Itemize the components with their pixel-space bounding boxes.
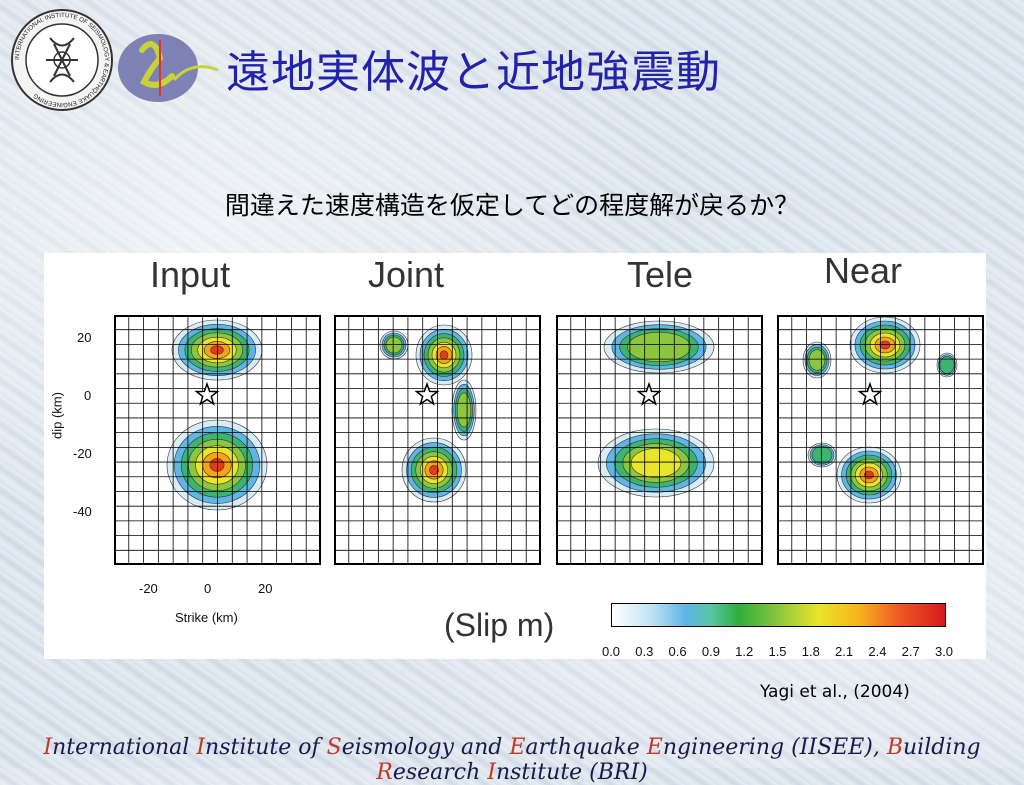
footer-part: nstitute (BRI) <box>495 760 648 785</box>
hypocenter-star-icon <box>414 381 440 406</box>
colorbar-tick: 0.6 <box>668 644 687 659</box>
colorbar-tick: 0.9 <box>701 644 720 659</box>
panel-title-near: Near <box>824 250 903 291</box>
footer-part: esearch <box>392 760 488 785</box>
x-tick-neg20: -20 <box>139 581 158 596</box>
bri-mark-logo <box>118 34 219 102</box>
iisee-seal-logo: INTERNATIONAL INSTITUTE OF SEISMOLOGY & … <box>11 9 113 111</box>
slip-distribution-figure: Input Joint Tele Near dip (km) 20 0 -20 … <box>44 253 986 659</box>
y-tick-neg40: -40 <box>73 504 92 519</box>
y-axis-label: dip (km) <box>49 392 65 439</box>
slip-panel-near <box>777 315 984 565</box>
y-tick-0: 0 <box>84 388 92 403</box>
footer-part: nstitute of <box>205 735 327 760</box>
slip-panel-input <box>114 315 321 565</box>
colorbar-tick: 3.0 <box>934 644 954 659</box>
x-tick-0: 0 <box>204 581 212 596</box>
slip-panel-tele <box>556 315 763 565</box>
footer-part: I <box>196 735 206 760</box>
slide-subtitle: 間違えた速度構造を仮定してどの程度解が戻るか？ <box>224 191 800 220</box>
hypocenter-star-icon <box>636 381 662 406</box>
slip-panel-joint <box>334 315 541 565</box>
colorbar-label: (Slip m) <box>444 607 555 643</box>
colorbar-tick: 2.7 <box>901 644 920 659</box>
footer-part: E <box>646 735 663 760</box>
slip-colorbar <box>611 603 946 627</box>
footer-part: I <box>43 735 53 760</box>
footer-part: R <box>376 760 393 785</box>
hypocenter-star-icon <box>857 381 883 406</box>
colorbar-tick: 1.2 <box>735 644 754 659</box>
footer-part: E <box>509 735 526 760</box>
x-tick-20: 20 <box>258 581 273 596</box>
colorbar-tick: 2.1 <box>835 644 854 659</box>
footer-part: S <box>326 735 342 760</box>
slide-title: 遠地実体波と近地強震動 <box>226 47 721 98</box>
footer-part: uilding <box>903 735 981 760</box>
y-tick-neg20: -20 <box>73 446 92 461</box>
y-tick-20: 20 <box>77 330 92 345</box>
footer-part: ngineering (IISEE), <box>662 735 887 760</box>
colorbar-tick: 0.3 <box>635 644 654 659</box>
citation: Yagi et al., (2004) <box>760 682 910 702</box>
panel-title-input: Input <box>150 254 231 295</box>
footer-part: nternational <box>52 735 197 760</box>
panel-title-joint: Joint <box>368 254 445 295</box>
footer-part: B <box>886 735 904 760</box>
colorbar-tick: 0.0 <box>601 644 621 659</box>
panel-title-tele: Tele <box>627 254 694 295</box>
footer-part: I <box>487 760 496 785</box>
colorbar-tick: 2.4 <box>868 644 887 659</box>
footer-part: eismology and <box>341 735 510 760</box>
x-axis-label: Strike (km) <box>175 610 238 625</box>
footer-part: arthquake <box>525 735 647 760</box>
hypocenter-star-icon <box>194 381 220 406</box>
colorbar-tick: 1.8 <box>801 644 820 659</box>
colorbar-tick: 1.5 <box>768 644 787 659</box>
footer-institution: International Institute of Seismology an… <box>0 735 1024 785</box>
